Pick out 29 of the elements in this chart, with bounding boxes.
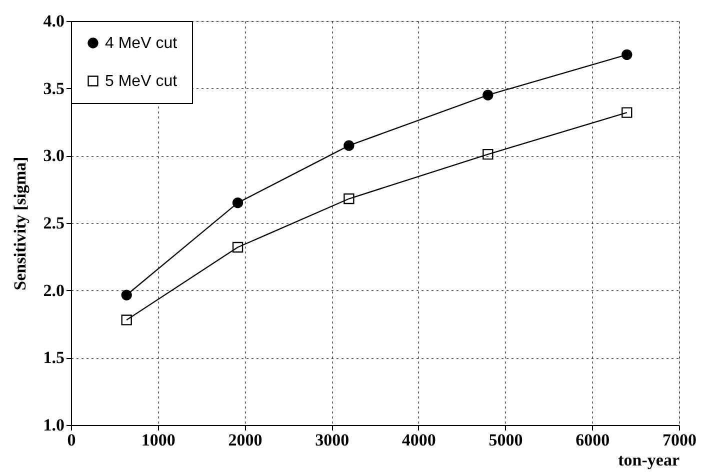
legend-label: 4 MeV cut (105, 35, 178, 52)
x-tick-label: 7000 (662, 430, 696, 450)
x-tick-label: 2000 (228, 430, 262, 450)
point (344, 193, 354, 204)
x-tick-label: 5000 (488, 430, 523, 450)
y-tick-label: 2.5 (43, 214, 64, 232)
x-tick-label: 0 (67, 430, 76, 450)
point (482, 90, 494, 100)
x-tick-label: 1000 (141, 430, 176, 450)
x-axis-title: ton-year (618, 450, 680, 470)
y-tick-label: 3.5 (43, 78, 64, 98)
point (344, 140, 354, 151)
y-tick-label: 1.5 (43, 348, 64, 368)
point (121, 314, 132, 326)
y-tick-label: 3.0 (43, 146, 64, 166)
y-tick-label: 4.0 (43, 12, 64, 30)
point (482, 148, 494, 160)
x-tick-label: 3000 (315, 430, 350, 450)
point (232, 197, 244, 208)
point (121, 290, 132, 300)
y-tick-label: 1.0 (43, 416, 64, 434)
legend-label: 5 MeV cut (105, 73, 178, 90)
x-tick-label: 4000 (402, 430, 436, 450)
point (622, 49, 632, 60)
point (232, 242, 244, 253)
x-tick-label: 6000 (576, 430, 610, 450)
point (622, 107, 632, 118)
y-tick-label: 2.0 (43, 280, 64, 300)
y-axis-title: Sensitivity [sigma] (10, 156, 30, 290)
